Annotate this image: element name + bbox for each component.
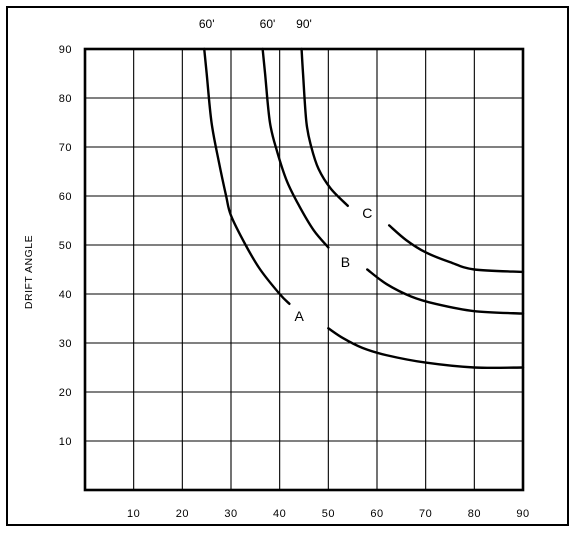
- y-tick-label-10: 10: [59, 436, 72, 448]
- x-tick-label-70: 70: [419, 508, 432, 520]
- curve-label-C: C: [362, 205, 372, 221]
- curve-C-segment-1: [387, 224, 525, 274]
- plot-border: [83, 47, 525, 492]
- x-tick-label-60: 60: [370, 508, 383, 520]
- y-tick-label-60: 60: [59, 191, 72, 203]
- top-label-2: 90': [296, 17, 312, 31]
- x-tick-label-30: 30: [224, 508, 237, 520]
- chart-frame: [6, 6, 569, 526]
- curve-A-segment-0: [203, 47, 291, 305]
- grid: [83, 47, 525, 492]
- top-label-0: 60': [199, 17, 215, 31]
- y-tick-label-20: 20: [59, 387, 72, 399]
- top-label-1: 60': [260, 17, 276, 31]
- curves: [203, 47, 525, 370]
- curve-label-A: A: [294, 308, 304, 324]
- y-tick-label-40: 40: [59, 289, 72, 301]
- curve-A-segment-1: [327, 327, 525, 370]
- curve-B-segment-0: [261, 47, 330, 249]
- y-axis-label: DRIFT ANGLE: [23, 235, 35, 309]
- y-tick-label-50: 50: [59, 240, 72, 252]
- curve-B-segment-1: [366, 268, 525, 315]
- labels: 10 20 30 40 50 60 70 80 90 10 20 30 40 50 60 70 80 90 60' 6…: [59, 17, 529, 520]
- y-tick-label-30: 30: [59, 338, 72, 350]
- x-tick-label-20: 20: [176, 508, 189, 520]
- x-tick-label-50: 50: [322, 508, 335, 520]
- y-tick-label-70: 70: [59, 142, 72, 154]
- x-tick-label-10: 10: [127, 508, 140, 520]
- x-tick-label-40: 40: [273, 508, 286, 520]
- x-tick-label-90: 90: [516, 508, 529, 520]
- y-tick-label-90: 90: [59, 44, 72, 56]
- curve-C-segment-0: [300, 47, 349, 207]
- x-tick-label-80: 80: [468, 508, 481, 520]
- curve-label-B: B: [341, 254, 350, 270]
- y-tick-label-80: 80: [59, 93, 72, 105]
